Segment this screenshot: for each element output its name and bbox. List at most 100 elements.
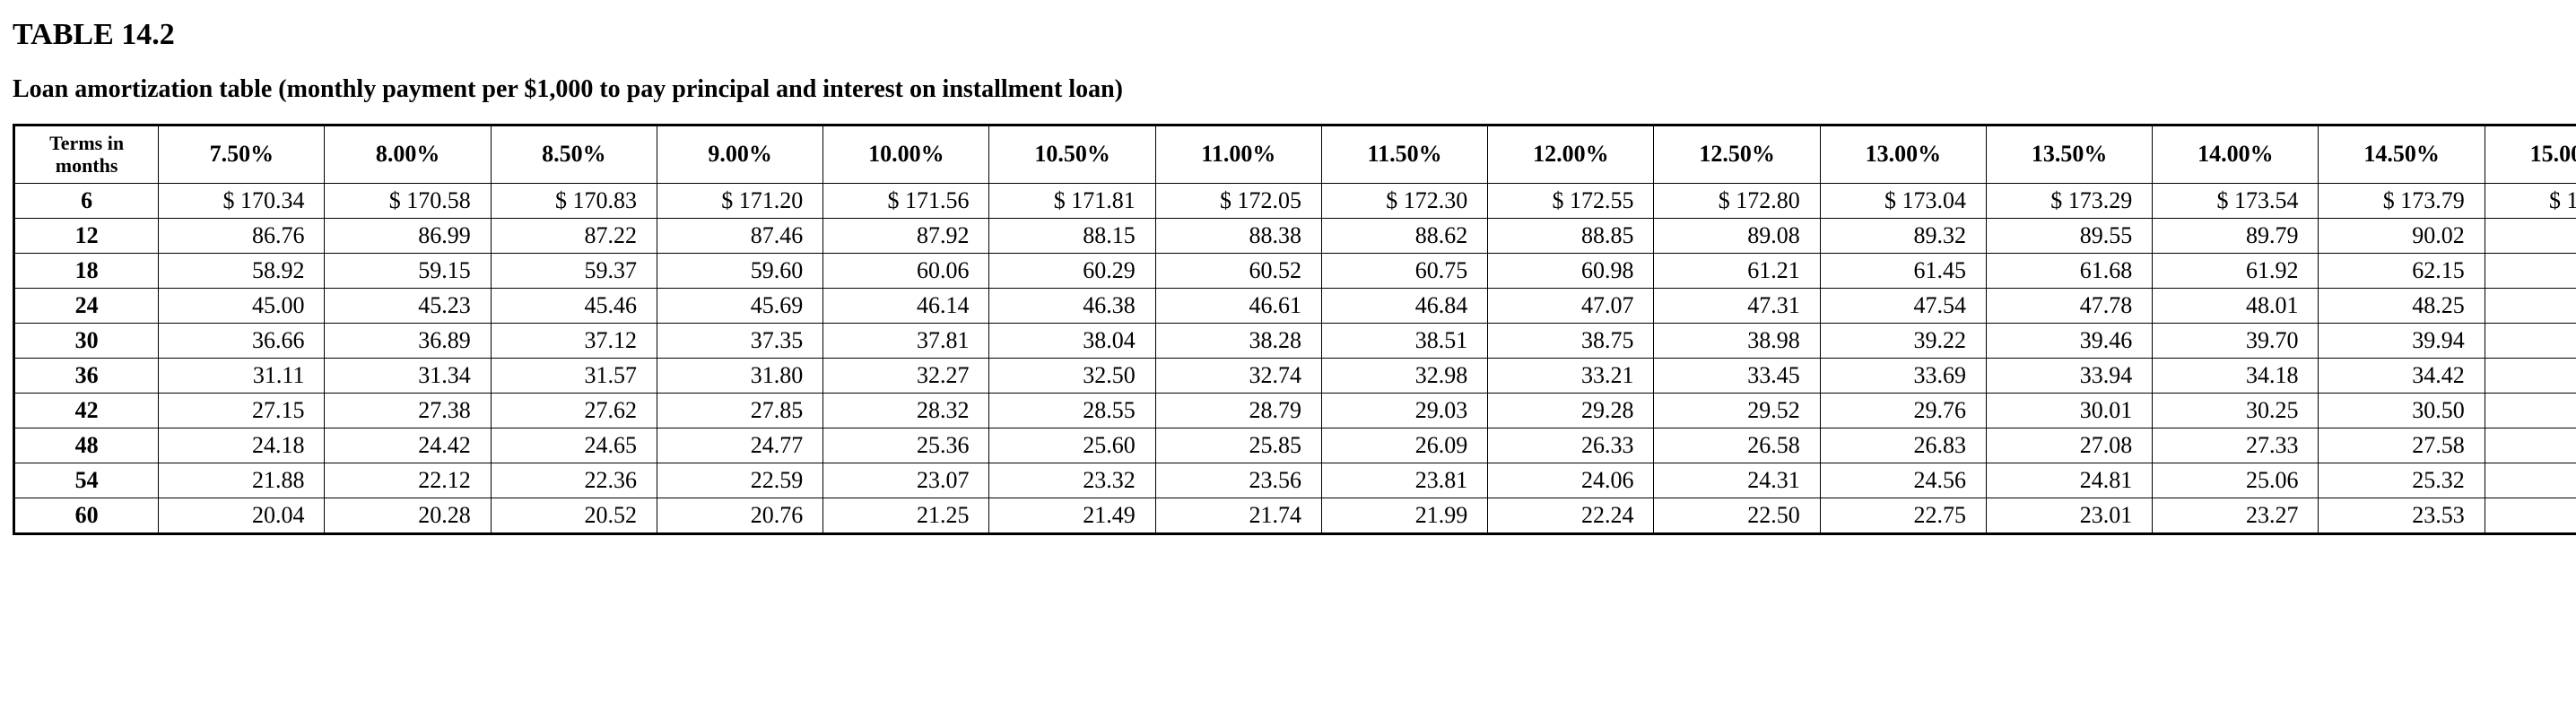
table-row: 1286.7686.9987.2287.4687.9288.1588.3888.… bbox=[15, 218, 2576, 253]
table-row: 4227.1527.3827.6227.8528.3228.5528.7929.… bbox=[15, 393, 2576, 428]
value-cell: 24.42 bbox=[325, 428, 491, 463]
table-row: 4824.1824.4224.6524.7725.3625.6025.8526.… bbox=[15, 428, 2576, 463]
value-cell: 22.59 bbox=[657, 463, 822, 498]
value-cell: 26.58 bbox=[1654, 428, 1820, 463]
value-cell: $ 172.05 bbox=[1155, 183, 1321, 218]
value-cell: 62.15 bbox=[2319, 253, 2485, 288]
value-cell: 21.88 bbox=[159, 463, 325, 498]
value-cell: 45.69 bbox=[657, 288, 822, 323]
value-cell: 36.66 bbox=[159, 323, 325, 358]
value-cell: 48.49 bbox=[2485, 288, 2576, 323]
rate-header: 14.00% bbox=[2153, 126, 2319, 184]
value-cell: 28.55 bbox=[989, 393, 1155, 428]
value-cell: 47.78 bbox=[1986, 288, 2152, 323]
rate-header: 14.50% bbox=[2319, 126, 2485, 184]
value-cell: $ 172.55 bbox=[1488, 183, 1654, 218]
value-cell: 20.52 bbox=[491, 498, 657, 532]
value-cell: 24.18 bbox=[159, 428, 325, 463]
value-cell: 32.50 bbox=[989, 358, 1155, 393]
value-cell: $ 171.81 bbox=[989, 183, 1155, 218]
rate-header: 13.50% bbox=[1986, 126, 2152, 184]
value-cell: 25.06 bbox=[2153, 463, 2319, 498]
value-cell: 32.98 bbox=[1321, 358, 1487, 393]
value-cell: $ 172.30 bbox=[1321, 183, 1487, 218]
value-cell: 87.92 bbox=[823, 218, 989, 253]
value-cell: 26.09 bbox=[1321, 428, 1487, 463]
value-cell: 27.85 bbox=[657, 393, 822, 428]
value-cell: 90.26 bbox=[2485, 218, 2576, 253]
value-cell: 59.15 bbox=[325, 253, 491, 288]
value-cell: 28.32 bbox=[823, 393, 989, 428]
rate-header: 11.00% bbox=[1155, 126, 1321, 184]
value-cell: 22.50 bbox=[1654, 498, 1820, 532]
value-cell: 62.38 bbox=[2485, 253, 2576, 288]
value-cell: 88.15 bbox=[989, 218, 1155, 253]
term-cell: 42 bbox=[15, 393, 159, 428]
value-cell: 29.76 bbox=[1820, 393, 1986, 428]
term-cell: 18 bbox=[15, 253, 159, 288]
value-cell: 38.04 bbox=[989, 323, 1155, 358]
value-cell: 23.01 bbox=[1986, 498, 2152, 532]
value-cell: 60.52 bbox=[1155, 253, 1321, 288]
page: TABLE 14.2 Loan amortization table (mont… bbox=[0, 0, 2576, 562]
value-cell: 24.56 bbox=[1820, 463, 1986, 498]
table-caption: Loan amortization table (monthly payment… bbox=[13, 75, 2563, 104]
value-cell: 29.52 bbox=[1654, 393, 1820, 428]
value-cell: 27.15 bbox=[159, 393, 325, 428]
value-cell: $ 172.80 bbox=[1654, 183, 1820, 218]
value-cell: 34.18 bbox=[2153, 358, 2319, 393]
value-cell: 33.21 bbox=[1488, 358, 1654, 393]
term-cell: 24 bbox=[15, 288, 159, 323]
value-cell: 87.46 bbox=[657, 218, 822, 253]
table-row: 6020.0420.2820.5220.7621.2521.4921.7421.… bbox=[15, 498, 2576, 532]
table-row: 3631.1131.3431.5731.8032.2732.5032.7432.… bbox=[15, 358, 2576, 393]
value-cell: 47.07 bbox=[1488, 288, 1654, 323]
value-cell: 25.36 bbox=[823, 428, 989, 463]
value-cell: 45.23 bbox=[325, 288, 491, 323]
value-cell: 39.46 bbox=[1986, 323, 2152, 358]
value-cell: 40.18 bbox=[2485, 323, 2576, 358]
value-cell: 32.74 bbox=[1155, 358, 1321, 393]
value-cell: 23.81 bbox=[1321, 463, 1487, 498]
value-cell: 24.65 bbox=[491, 428, 657, 463]
value-cell: 37.35 bbox=[657, 323, 822, 358]
value-cell: 21.99 bbox=[1321, 498, 1487, 532]
value-cell: 39.70 bbox=[2153, 323, 2319, 358]
value-cell: 30.50 bbox=[2319, 393, 2485, 428]
value-cell: 23.07 bbox=[823, 463, 989, 498]
value-cell: 38.28 bbox=[1155, 323, 1321, 358]
value-cell: 20.76 bbox=[657, 498, 822, 532]
term-cell: 54 bbox=[15, 463, 159, 498]
value-cell: $ 170.83 bbox=[491, 183, 657, 218]
value-cell: 46.84 bbox=[1321, 288, 1487, 323]
value-cell: 31.80 bbox=[657, 358, 822, 393]
value-cell: 38.75 bbox=[1488, 323, 1654, 358]
value-cell: 24.77 bbox=[657, 428, 822, 463]
value-cell: 59.60 bbox=[657, 253, 822, 288]
term-cell: 36 bbox=[15, 358, 159, 393]
amortization-table: Terms in months 7.50% 8.00% 8.50% 9.00% … bbox=[14, 125, 2576, 533]
value-cell: 86.99 bbox=[325, 218, 491, 253]
value-cell: 30.25 bbox=[2153, 393, 2319, 428]
value-cell: 36.89 bbox=[325, 323, 491, 358]
value-cell: 27.33 bbox=[2153, 428, 2319, 463]
value-cell: 39.94 bbox=[2319, 323, 2485, 358]
value-cell: 88.62 bbox=[1321, 218, 1487, 253]
corner-header-line2: months bbox=[56, 154, 118, 177]
value-cell: $ 173.04 bbox=[1820, 183, 1986, 218]
value-cell: $ 170.58 bbox=[325, 183, 491, 218]
value-cell: 27.83 bbox=[2485, 428, 2576, 463]
value-cell: 26.83 bbox=[1820, 428, 1986, 463]
table-head: Terms in months 7.50% 8.00% 8.50% 9.00% … bbox=[15, 126, 2576, 184]
value-cell: $ 171.20 bbox=[657, 183, 822, 218]
value-cell: $ 170.34 bbox=[159, 183, 325, 218]
value-cell: 60.75 bbox=[1321, 253, 1487, 288]
value-cell: 31.34 bbox=[325, 358, 491, 393]
table-row: 2445.0045.2345.4645.6946.1446.3846.6146.… bbox=[15, 288, 2576, 323]
value-cell: 25.60 bbox=[989, 428, 1155, 463]
value-cell: 25.85 bbox=[1155, 428, 1321, 463]
value-cell: 22.24 bbox=[1488, 498, 1654, 532]
rate-header: 12.50% bbox=[1654, 126, 1820, 184]
value-cell: $ 174.03 bbox=[2485, 183, 2576, 218]
value-cell: 46.61 bbox=[1155, 288, 1321, 323]
